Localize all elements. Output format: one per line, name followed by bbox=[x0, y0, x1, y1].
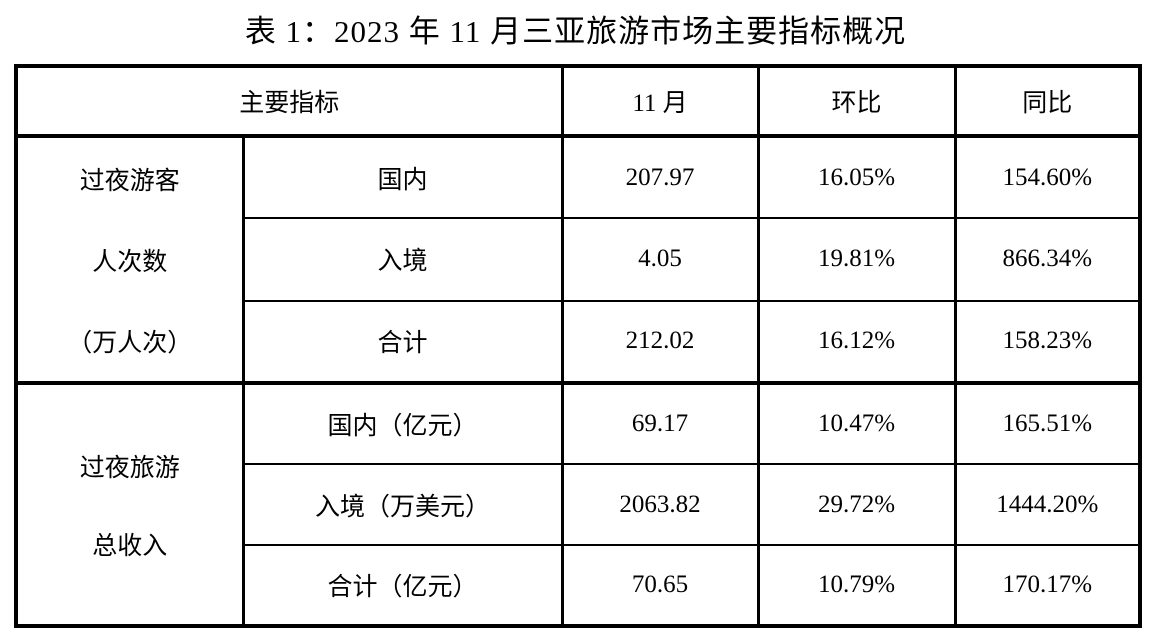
indicator-cell: 国内 bbox=[241, 136, 564, 220]
value-cell: 69.17 bbox=[560, 383, 760, 465]
yoy-cell: 154.60% bbox=[953, 136, 1142, 220]
group-label-line: 过夜游客 bbox=[79, 167, 180, 195]
mom-cell: 29.72% bbox=[756, 464, 957, 546]
table-row: 过夜游客 人次数 （万人次） 国内 207.97 16.05% 154.60% bbox=[14, 136, 1142, 385]
header-month: 11 月 bbox=[560, 66, 760, 138]
header-main-indicator: 主要指标 bbox=[14, 66, 564, 138]
mom-cell: 19.81% bbox=[756, 218, 957, 302]
mom-cell: 16.05% bbox=[756, 136, 957, 220]
indicator-cell: 国内（亿元） bbox=[241, 383, 564, 465]
group-label-line: 总收入 bbox=[92, 532, 168, 560]
value-cell: 4.05 bbox=[560, 218, 760, 302]
header-mom: 环比 bbox=[756, 66, 957, 138]
mom-cell: 10.47% bbox=[756, 383, 957, 465]
yoy-cell: 1444.20% bbox=[953, 464, 1142, 546]
yoy-cell: 158.23% bbox=[953, 300, 1142, 386]
group-label-line: 过夜旅游 bbox=[79, 454, 180, 482]
value-cell: 207.97 bbox=[560, 136, 760, 220]
group-label-lines: 过夜游客 人次数 （万人次） bbox=[19, 138, 240, 379]
group-label-line: （万人次） bbox=[67, 329, 193, 357]
table-row: 入境 4.05 19.81% 866.34% bbox=[16, 218, 1142, 302]
group-label-overnight-revenue: 过夜旅游 总收入 bbox=[14, 383, 245, 626]
mom-cell: 10.79% bbox=[756, 545, 957, 626]
table-row: 合计（亿元） 70.65 10.79% 170.17% bbox=[16, 545, 1142, 626]
header-yoy: 同比 bbox=[953, 66, 1142, 138]
yoy-cell: 866.34% bbox=[953, 218, 1142, 302]
table-row: 入境（万美元） 2063.82 29.72% 1444.20% bbox=[16, 464, 1142, 546]
indicator-cell: 入境（万美元） bbox=[241, 464, 564, 546]
value-cell: 2063.82 bbox=[560, 464, 760, 546]
table-title: 表 1：2023 年 11 月三亚旅游市场主要指标概况 bbox=[244, 14, 907, 49]
group-label-overnight-visitors: 过夜游客 人次数 （万人次） bbox=[14, 136, 245, 385]
header-row: 主要指标 11 月 环比 同比 bbox=[14, 66, 1142, 138]
indicator-cell: 入境 bbox=[241, 218, 564, 302]
value-cell: 212.02 bbox=[560, 300, 760, 386]
tourism-indicators-table: 主要指标 11 月 环比 同比 过夜游客 人次数 （万人次） 国内 207.97… bbox=[14, 64, 1143, 628]
yoy-cell: 170.17% bbox=[953, 545, 1142, 626]
group-label-lines: 过夜旅游 总收入 bbox=[19, 427, 240, 583]
value-cell: 70.65 bbox=[560, 545, 760, 626]
group-label-line: 人次数 bbox=[92, 248, 168, 276]
mom-cell: 16.12% bbox=[756, 300, 957, 386]
indicator-cell: 合计（亿元） bbox=[241, 545, 564, 626]
table-row: 合计 212.02 16.12% 158.23% bbox=[16, 300, 1142, 386]
table-row: 过夜旅游 总收入 国内（亿元） 69.17 10.47% 165.51% bbox=[14, 383, 1142, 626]
indicator-cell: 合计 bbox=[241, 300, 564, 386]
yoy-cell: 165.51% bbox=[953, 383, 1142, 465]
